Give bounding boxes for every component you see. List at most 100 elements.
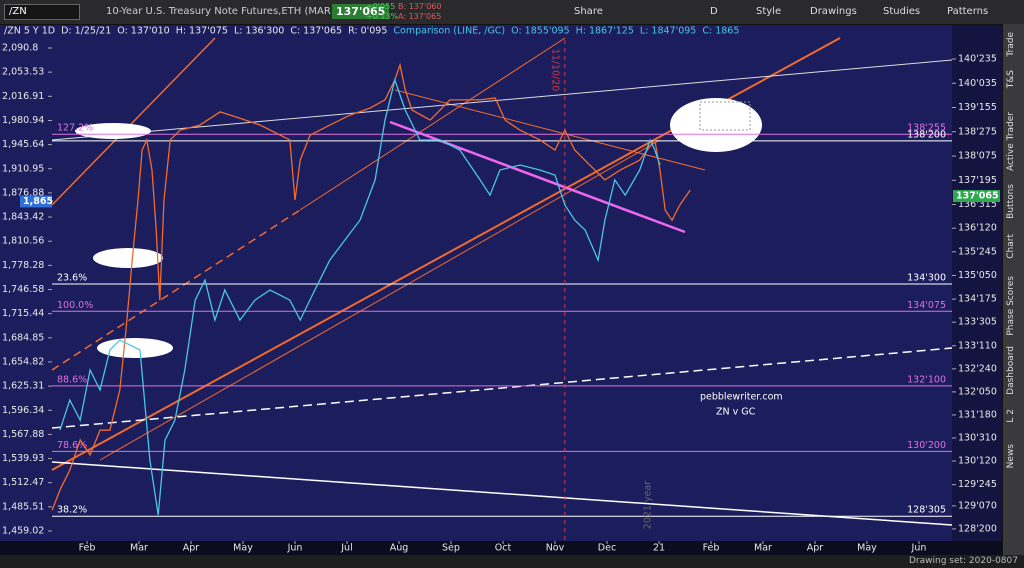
sidebar-tab[interactable]: L 2	[1006, 409, 1016, 423]
toolbar: /ZN 10-Year U.S. Treasury Note Futures,E…	[0, 0, 1024, 25]
x-tick-label: Apr	[807, 543, 824, 554]
sidebar-tab[interactable]: Chart	[1006, 234, 1016, 259]
y-tick-label: 1,684.85	[2, 332, 44, 343]
y2-tick-label: 140'035	[958, 78, 997, 89]
legend-item: /ZN 5 Y 1D	[4, 26, 55, 37]
y-tick-label: 1,654.82	[2, 356, 44, 367]
legend-item: L: 136'300	[234, 26, 284, 37]
y2-tick-label: 137'195	[958, 175, 997, 186]
sidebar-tab[interactable]: Phase Scores	[1006, 276, 1016, 336]
share-button[interactable]: Share	[574, 6, 603, 17]
trend-line	[51, 461, 953, 526]
x-tick-label: May	[233, 543, 253, 554]
drawings-button[interactable]: Drawings	[810, 6, 857, 17]
sidebar-tab[interactable]: Dashboard	[1006, 346, 1016, 395]
y-tick-label: 1,512.47	[2, 477, 44, 488]
right-axis-background	[952, 24, 1002, 541]
price-marker	[20, 195, 52, 208]
level-name: 100.0%	[57, 300, 93, 311]
y-tick-label: 1,980.94	[2, 115, 44, 126]
period-button[interactable]: D	[710, 6, 718, 17]
x-axis-background	[0, 541, 1002, 555]
studies-button[interactable]: Studies	[883, 6, 921, 17]
price-marker	[953, 190, 1000, 203]
x-tick-label: Aug	[390, 543, 409, 554]
level-price: 134'300	[907, 272, 946, 283]
y-tick-label: 1,945.64	[2, 139, 44, 150]
y2-tick-label: 131'180	[958, 409, 997, 420]
level-price: 128'305	[907, 505, 946, 516]
level-name: 23.6%	[57, 272, 87, 283]
sidebar-tab[interactable]: T&S	[1006, 70, 1016, 89]
legend-item: H: 137'075	[176, 26, 228, 37]
legend-item: R: 0'095	[348, 26, 387, 37]
y-tick-label: 1,810.56	[2, 236, 44, 247]
trend-line	[51, 347, 953, 429]
y2-tick-label: 133'305	[958, 317, 997, 328]
y-tick-label: 1,539.93	[2, 453, 44, 464]
trend-line	[51, 209, 301, 371]
sidebar: Trade T&S Active Trader Buttons Chart Phase S…	[1002, 24, 1024, 555]
level-price: 138'200	[907, 129, 946, 140]
y2-tick-label: 128'200	[958, 523, 997, 534]
patterns-button[interactable]: Patterns	[947, 6, 989, 17]
y2-tick-label: 133'110	[958, 340, 997, 351]
y-tick-label: 1,567.88	[2, 429, 44, 440]
series-line	[51, 62, 691, 511]
price-marker-label: 137'065	[956, 191, 999, 202]
year-label: 2021 year	[643, 481, 654, 529]
y2-tick-label: 136'315	[958, 199, 997, 210]
x-tick-label: Feb	[79, 543, 96, 554]
y-tick-label: 1,596.34	[2, 405, 44, 416]
last-price: 137'065	[332, 4, 390, 19]
y-tick-label: 1,778.28	[2, 260, 44, 271]
y2-tick-label: 130'310	[958, 432, 997, 443]
status-text: Drawing set: 2020-0807	[909, 556, 1018, 566]
ask: A: 137'065	[398, 12, 442, 21]
date-line-label: 11/10/20	[549, 49, 560, 92]
legend-item: C: 1865	[702, 26, 739, 37]
level-price: 130'200	[907, 440, 946, 451]
y2-tick-label: 132'240	[958, 363, 997, 374]
y2-tick-label: 129'070	[958, 500, 997, 511]
level-name: 127.2%	[57, 123, 93, 134]
y-tick-label: 1,625.31	[2, 381, 44, 392]
status-bar: Drawing set: 2020-0807	[0, 555, 1024, 568]
level-name: 38.2%	[57, 505, 87, 516]
y-tick-label: 1,485.51	[2, 501, 44, 512]
selection-box	[699, 101, 751, 131]
chart: /ZN 5 Y 1D D: 1/25/21 O: 137'010 H: 137'075…	[0, 24, 1002, 555]
highlight-ellipse	[670, 98, 762, 152]
trend-line	[299, 37, 566, 211]
legend-item: O: 1855'095	[511, 26, 569, 37]
y-tick-label: 1,746.58	[2, 284, 44, 295]
style-button[interactable]: Style	[756, 6, 782, 17]
price-marker-label: 1,865	[23, 196, 53, 207]
annotation: ZN v GC	[716, 407, 756, 418]
y2-tick-label: 132'050	[958, 386, 997, 397]
x-tick-label: Dec	[598, 543, 616, 554]
legend-item: Comparison (LINE, /GC)	[393, 26, 505, 37]
legend-item: C: 137'065	[290, 26, 342, 37]
y-tick-label: 1,715.44	[2, 308, 44, 319]
sidebar-tab[interactable]: News	[1006, 444, 1016, 469]
legend-item: O: 137'010	[117, 26, 169, 37]
y-tick-label: 1,843.42	[2, 212, 44, 223]
level-price: 134'075	[907, 300, 946, 311]
sidebar-tab[interactable]: Buttons	[1006, 184, 1016, 219]
y2-tick-label: 134'175	[958, 294, 997, 305]
sidebar-tab[interactable]: Active Trader	[1006, 112, 1016, 172]
sidebar-tab[interactable]: Trade	[1006, 32, 1016, 57]
change: +0'055	[366, 2, 396, 11]
legend-item: D: 1/25/21	[61, 26, 111, 37]
trend-line	[51, 37, 216, 206]
x-tick-label: Jun	[287, 543, 303, 554]
legend-item: L: 1847'095	[640, 26, 696, 37]
level-name: 88.6%	[57, 374, 87, 385]
change-pct: +0.13%	[366, 12, 399, 21]
y2-tick-label: 138'075	[958, 151, 997, 162]
symbol-input[interactable]: /ZN	[4, 4, 80, 20]
level-name: 78.6%	[57, 440, 87, 451]
x-tick-label: Nov	[546, 543, 565, 554]
